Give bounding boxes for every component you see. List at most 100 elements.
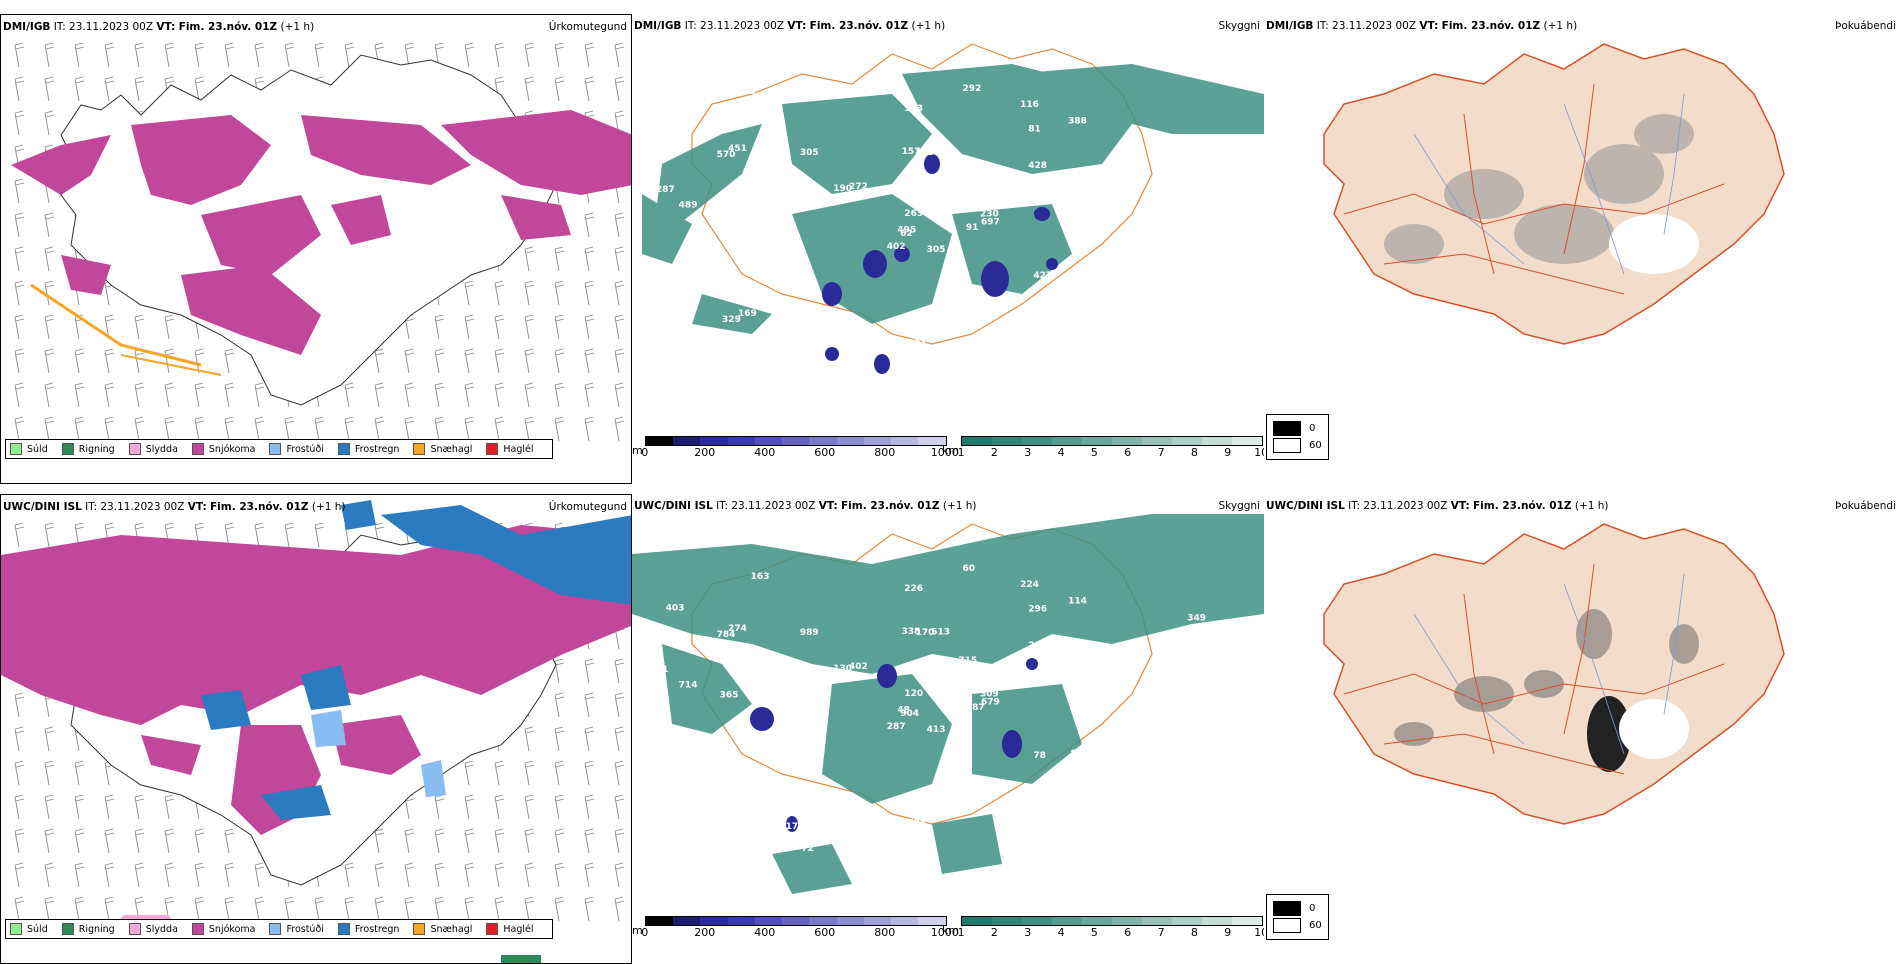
- ceiling-unit: m: [632, 924, 643, 937]
- cloud-base-label: 81: [1028, 124, 1041, 134]
- wind-barb: [134, 382, 145, 408]
- cloud-base-label: 904: [900, 709, 919, 719]
- cloud-base-label: 338: [902, 627, 921, 637]
- wind-barb: [374, 416, 385, 442]
- wind-barb: [524, 896, 535, 922]
- cloud-base-label: 427: [1033, 271, 1052, 281]
- colorbar-segment: [782, 437, 810, 445]
- legend-label: Rigning: [78, 923, 115, 935]
- wind-barb: [494, 896, 505, 922]
- wind-barb: [344, 416, 355, 442]
- colorbar-segment: [1022, 437, 1053, 445]
- wind-barb: [524, 76, 535, 102]
- legend-label: Rigning: [78, 443, 115, 455]
- wind-barb: [554, 658, 565, 684]
- colorbar-tick: 800: [874, 926, 896, 939]
- wind-barb: [104, 382, 115, 408]
- visibility-unit: km: [942, 444, 960, 457]
- wind-barb: [164, 348, 175, 374]
- wind-barb: [314, 522, 325, 548]
- wind-barb: [74, 42, 85, 68]
- cloud-base-label: 72: [801, 844, 814, 854]
- wind-barb: [74, 794, 85, 820]
- wind-barb: [404, 382, 415, 408]
- cloud-base-label: 482: [702, 854, 721, 864]
- legend-item: Snæhagl: [413, 443, 472, 455]
- wind-barb: [74, 760, 85, 786]
- wind-barb: [14, 522, 25, 548]
- colorbar-tick: 10: [1254, 446, 1264, 459]
- cloud-base-label: 207: [1071, 269, 1090, 279]
- cloud-base-label: 339: [786, 342, 805, 352]
- colorbar-tick: 1: [957, 446, 965, 459]
- cloud-base-label: 122: [1133, 368, 1152, 378]
- cloud-base-label: 223: [1187, 174, 1206, 184]
- wind-barb: [554, 280, 565, 306]
- colorbar-segment: [1082, 917, 1113, 925]
- wind-barb: [254, 382, 265, 408]
- colorbar-tick: 800: [874, 446, 896, 459]
- cloud-base-label: 305: [800, 148, 819, 158]
- cloud-base-label: 268: [1028, 641, 1047, 651]
- colorbar-tick: 8: [1190, 446, 1198, 459]
- precip-type-panel-uwc: UWC/DINI ISL IT: 23.11.2023 00Z VT: Fim.…: [0, 494, 632, 964]
- wind-barb: [614, 658, 625, 684]
- legend-label: Haglél: [503, 443, 534, 455]
- cloud-base-label: 416: [982, 200, 1001, 210]
- wind-barb: [464, 862, 475, 888]
- cloud-base-label: 757: [982, 680, 1001, 690]
- wind-barb: [254, 896, 265, 922]
- precip-map: [11, 42, 631, 442]
- colorbar-tick: 5: [1090, 446, 1098, 459]
- legend-label: Súld: [27, 443, 48, 455]
- wind-barb: [14, 280, 25, 306]
- cloud-base-label: 403: [908, 339, 927, 349]
- colorbar-tick: 3: [1024, 926, 1032, 939]
- fog-map: [1323, 523, 1785, 825]
- cloud-base-label: 398: [1178, 368, 1197, 378]
- wind-barb: [614, 280, 625, 306]
- wind-barb: [104, 76, 115, 102]
- colorbar-tick: 400: [754, 926, 776, 939]
- wind-barb: [44, 110, 55, 136]
- cloud-base-label: 697: [981, 218, 1000, 228]
- colorbar-segment: [700, 917, 728, 925]
- wind-barb: [164, 382, 175, 408]
- colorbar-segment: [809, 917, 837, 925]
- colorbar-tick: 400: [754, 446, 776, 459]
- colorbar-segment: [918, 917, 946, 925]
- wind-barb: [374, 382, 385, 408]
- cloud-base-label: 178: [1077, 753, 1096, 763]
- cloud-base-label: 157: [1077, 273, 1096, 283]
- wind-barb: [104, 348, 115, 374]
- cloud-base-label: 287: [656, 185, 675, 195]
- wind-barb: [254, 862, 265, 888]
- legend-swatch: [337, 923, 350, 935]
- colorbar-tick: 200: [694, 926, 716, 939]
- wind-barb: [434, 896, 445, 922]
- panel-title: Skyggni: [1218, 20, 1261, 32]
- wind-barb: [44, 280, 55, 306]
- cloud-base-label: 388: [1068, 117, 1087, 127]
- legend-label: Frostregn: [354, 923, 400, 935]
- wind-barb: [134, 42, 145, 68]
- fog-legend-row: 60: [1273, 438, 1322, 453]
- wind-barb: [134, 348, 145, 374]
- wind-barb: [554, 726, 565, 752]
- cloud-base-label: 184: [738, 789, 757, 799]
- wind-barb: [494, 348, 505, 374]
- cloud-base-label: 714: [679, 681, 698, 691]
- legend-swatch: [413, 443, 426, 455]
- wind-barb: [464, 348, 475, 374]
- wind-barb: [374, 896, 385, 922]
- cloud-base-label: 702: [696, 821, 715, 831]
- colorbar-segment: [645, 917, 673, 925]
- fog-legend-label: 60: [1309, 440, 1322, 451]
- wind-barb: [524, 862, 535, 888]
- cloud-base-label: 226: [904, 584, 923, 594]
- colorbar-segment: [1202, 917, 1233, 925]
- wind-barb: [104, 416, 115, 442]
- wind-barb: [14, 416, 25, 442]
- wind-barb: [434, 382, 445, 408]
- panel-title: Úrkomutegund: [548, 21, 627, 33]
